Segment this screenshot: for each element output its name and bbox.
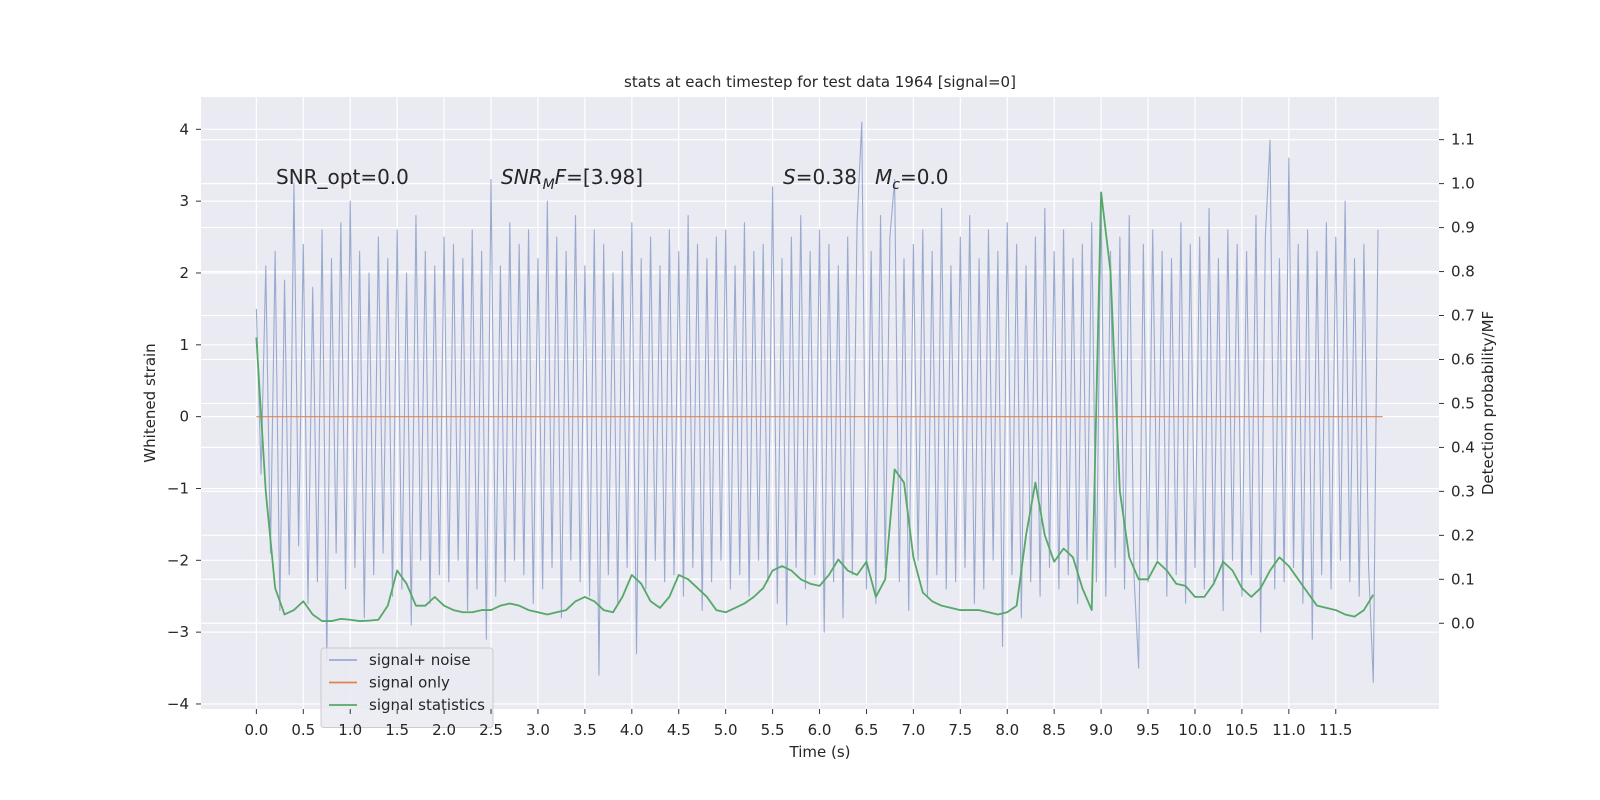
y2-tick-label: 0.1 <box>1451 570 1475 588</box>
y2-tick-label: 1.1 <box>1451 131 1475 149</box>
y2-tick-label: 0.4 <box>1451 438 1475 456</box>
x-tick-label: 9.5 <box>1136 721 1160 739</box>
annotation-part: =0.38 <box>796 165 857 189</box>
y2-tick-label: 0.5 <box>1451 394 1475 412</box>
x-tick-label: 8.5 <box>1042 721 1066 739</box>
y-tick-label: 1 <box>179 336 189 354</box>
legend-label: signal statistics <box>369 696 485 714</box>
x-tick-label: 0.5 <box>291 721 315 739</box>
series-line <box>255 191 1375 622</box>
x-axis-label: Time (s) <box>789 743 851 761</box>
legend: signal+ noise signal only signal statistic… <box>320 647 494 728</box>
annotation-part: SNR <box>501 165 543 189</box>
x-tick-label: 7.5 <box>948 721 972 739</box>
annotation: SNR_opt=0.0 <box>276 165 409 189</box>
y2-axis-label: Detection probability/MF <box>1479 311 1497 495</box>
x-tick-label: 1.5 <box>385 721 409 739</box>
y2-tick-label: 0.6 <box>1451 350 1475 368</box>
y-tick-label: −3 <box>167 623 189 641</box>
y-tick-label: −4 <box>167 695 189 713</box>
chart-title: stats at each timestep for test data 196… <box>624 73 1016 91</box>
annotation-part: S <box>783 165 796 189</box>
y2-tick-label: 0.8 <box>1451 263 1475 281</box>
x-tick-label: 3.5 <box>573 721 597 739</box>
annotation-part: c <box>892 177 900 193</box>
y-tick-label: 4 <box>179 120 189 138</box>
x-tick-label: 2.5 <box>479 721 503 739</box>
y-axis-label: Whitened strain <box>141 343 159 462</box>
series-line <box>255 121 1379 683</box>
y-tick-label: 0 <box>179 408 189 426</box>
y2-tick-label: 0.9 <box>1451 219 1475 237</box>
x-tick-label: 5.0 <box>714 721 738 739</box>
x-tick-label: 4.5 <box>667 721 691 739</box>
y-tick-label: 2 <box>179 264 189 282</box>
x-tick-label: 5.5 <box>761 721 785 739</box>
legend-label: signal only <box>369 674 450 692</box>
y2-tick-label: 0.2 <box>1451 526 1475 544</box>
x-tick-label: 7.0 <box>901 721 925 739</box>
annotation: S=0.38 Mc=0.0 <box>783 165 949 193</box>
annotation-part: M <box>543 177 555 193</box>
y2-tick-label: 0.0 <box>1451 614 1475 632</box>
x-tick-label: 11.5 <box>1319 721 1352 739</box>
x-tick-label: 6.5 <box>855 721 879 739</box>
x-tick-label: 11.0 <box>1272 721 1305 739</box>
y2-tick-label: 0.3 <box>1451 482 1475 500</box>
lines <box>255 121 1383 683</box>
legend-label: signal+ noise <box>369 651 471 669</box>
x-tick-label: 0.0 <box>244 721 268 739</box>
y-tick-label: 3 <box>179 192 189 210</box>
x-tick-label: 6.0 <box>808 721 832 739</box>
y2-tick-label: 1.0 <box>1451 175 1475 193</box>
annotation: SNRMF=[3.98] <box>501 165 643 193</box>
x-tick-label: 9.0 <box>1089 721 1113 739</box>
x-tick-label: 10.5 <box>1225 721 1258 739</box>
y-tick-label: −1 <box>167 479 189 497</box>
y-tick-label: −2 <box>167 551 189 569</box>
annotation-part: =[3.98] <box>566 165 643 189</box>
legend-box <box>320 647 494 728</box>
x-tick-label: 10.0 <box>1178 721 1211 739</box>
x-tick-label: 4.0 <box>620 721 644 739</box>
annotation-part: F <box>555 165 567 189</box>
y2-tick-label: 0.7 <box>1451 307 1475 325</box>
annotation-part: M <box>875 165 892 189</box>
x-tick-label: 1.0 <box>338 721 362 739</box>
x-tick-label: 8.0 <box>995 721 1019 739</box>
x-tick-label: 2.0 <box>432 721 456 739</box>
x-tick-label: 3.0 <box>526 721 550 739</box>
annotation-part: =0.0 <box>900 165 949 189</box>
